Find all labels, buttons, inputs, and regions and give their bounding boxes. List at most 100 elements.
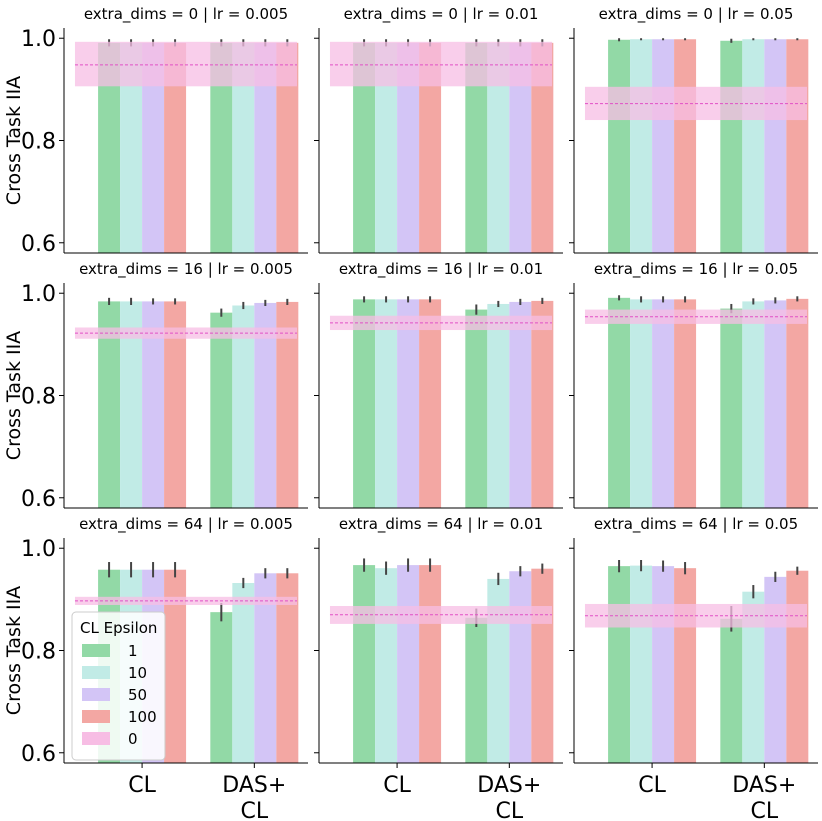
bar-eps-50-cl	[397, 565, 420, 763]
bar-eps-50-cl	[397, 299, 420, 508]
legend-swatch-10	[82, 666, 110, 679]
bar-eps-100-das-cl	[531, 568, 554, 763]
bar-eps-100-das-cl	[531, 42, 554, 253]
panel-title: extra_dims = 0 | lr = 0.005	[84, 5, 288, 24]
bar-eps-10-cl	[375, 568, 398, 763]
y-tick-label: 1.0	[21, 537, 56, 562]
panel-1: extra_dims = 0 | lr = 0.005 0.6 0.8 1.0 Cros…	[3, 5, 308, 257]
bar-eps-100-das-cl	[786, 39, 809, 253]
panel-title: extra_dims = 0 | lr = 0.01	[344, 5, 539, 24]
y-tick-label: 0.6	[21, 487, 56, 512]
bar-eps-100-das-cl	[276, 301, 299, 508]
bar-eps-1-das-cl	[465, 617, 488, 763]
bar-eps-1-cl	[98, 301, 121, 508]
legend: CL Epsilon 1 10 50 100 0	[71, 611, 166, 761]
bar-eps-50-das-cl	[254, 573, 277, 763]
bar-eps-10-cl	[375, 42, 398, 253]
bar-eps-1-cl	[608, 566, 631, 763]
y-tick-label: 1.0	[21, 27, 56, 52]
bar-eps-10-cl	[120, 42, 143, 253]
bar-eps-1-das-cl	[210, 312, 233, 508]
panel-6: extra_dims = 16 | lr = 0.05	[569, 260, 818, 509]
legend-label-10: 10	[128, 664, 147, 682]
bar-eps-10-das-cl	[487, 42, 510, 253]
bar-eps-100-cl	[419, 299, 442, 508]
panel-title: extra_dims = 16 | lr = 0.01	[339, 260, 543, 279]
legend-label-50: 50	[128, 686, 147, 704]
bar-eps-10-cl	[630, 565, 653, 763]
panel-2: extra_dims = 0 | lr = 0.01	[314, 5, 563, 254]
bar-eps-100-cl	[674, 299, 697, 508]
bar-eps-50-das-cl	[764, 300, 787, 508]
bar-eps-10-das-cl	[742, 301, 765, 508]
bar-eps-1-das-cl	[210, 42, 233, 253]
bar-eps-100-das-cl	[786, 298, 809, 508]
y-tick-label: 0.6	[21, 232, 56, 257]
x-tick-label: CL	[638, 773, 666, 798]
y-axis-label: Cross Task IIA	[3, 586, 25, 715]
bar-eps-1-cl	[608, 297, 631, 508]
bar-eps-10-das-cl	[742, 591, 765, 763]
panel-title: extra_dims = 64 | lr = 0.05	[594, 515, 798, 534]
x-tick-label: CL	[383, 773, 411, 798]
bar-eps-50-cl	[652, 39, 675, 253]
bar-eps-10-cl	[630, 39, 653, 253]
bar-eps-10-das-cl	[232, 42, 255, 253]
bar-eps-100-cl	[164, 569, 187, 763]
bar-eps-50-das-cl	[764, 39, 787, 253]
bar-eps-100-cl	[419, 42, 442, 253]
bar-eps-1-cl	[353, 565, 376, 763]
bar-eps-50-das-cl	[509, 42, 532, 253]
panel-title: extra_dims = 16 | lr = 0.05	[594, 260, 798, 279]
bar-eps-1-das-cl	[720, 308, 743, 508]
baseline-band	[74, 41, 298, 87]
legend-swatch-50	[82, 688, 110, 701]
bar-eps-1-das-cl	[210, 612, 233, 763]
y-tick-label: 0.8	[21, 385, 56, 410]
x-tick-label: CL	[496, 799, 524, 821]
x-tick-label: CL	[751, 799, 779, 821]
bar-eps-10-das-cl	[232, 583, 255, 763]
bar-eps-50-cl	[142, 42, 165, 253]
bar-eps-100-das-cl	[531, 300, 554, 508]
y-tick-label: 0.8	[21, 640, 56, 665]
bar-eps-50-cl	[652, 566, 675, 763]
x-tick-label: DAS+	[222, 773, 286, 798]
bar-eps-1-das-cl	[720, 618, 743, 763]
bar-eps-10-das-cl	[232, 305, 255, 508]
x-tick-label: DAS+	[732, 773, 796, 798]
y-tick-label: 0.6	[21, 742, 56, 767]
bar-eps-10-cl	[120, 301, 143, 508]
bar-eps-100-cl	[674, 39, 697, 253]
bar-eps-1-cl	[98, 42, 121, 253]
baseline-band	[329, 41, 553, 87]
x-tick-label: CL	[128, 773, 156, 798]
legend-swatch-1	[82, 644, 110, 657]
panel-title: extra_dims = 16 | lr = 0.005	[79, 260, 293, 279]
bar-eps-50-das-cl	[509, 571, 532, 763]
bar-eps-100-cl	[164, 301, 187, 508]
bar-eps-100-das-cl	[276, 573, 299, 763]
bar-eps-10-cl	[375, 299, 398, 508]
y-tick-label: 0.8	[21, 130, 56, 155]
x-tick-label: DAS+	[477, 773, 541, 798]
panel-title: extra_dims = 64 | lr = 0.005	[79, 515, 293, 534]
bar-eps-1-cl	[608, 39, 631, 253]
bar-eps-1-das-cl	[465, 42, 488, 253]
legend-label-1: 1	[128, 642, 138, 660]
bar-eps-100-cl	[419, 565, 442, 763]
bar-eps-1-das-cl	[465, 309, 488, 508]
bar-eps-10-das-cl	[742, 39, 765, 253]
legend-title: CL Epsilon	[80, 619, 157, 637]
bar-eps-1-das-cl	[720, 40, 743, 254]
panel-4: extra_dims = 16 | lr = 0.005 0.6 0.8 1.0 Cro…	[3, 260, 308, 512]
x-tick-label: CL	[241, 799, 269, 821]
bar-eps-100-das-cl	[786, 570, 809, 763]
bar-eps-50-das-cl	[254, 42, 277, 253]
bar-eps-50-cl	[397, 42, 420, 253]
y-axis-label: Cross Task IIA	[3, 331, 25, 460]
bar-eps-50-das-cl	[509, 301, 532, 508]
panel-3: extra_dims = 0 | lr = 0.05	[569, 5, 818, 254]
